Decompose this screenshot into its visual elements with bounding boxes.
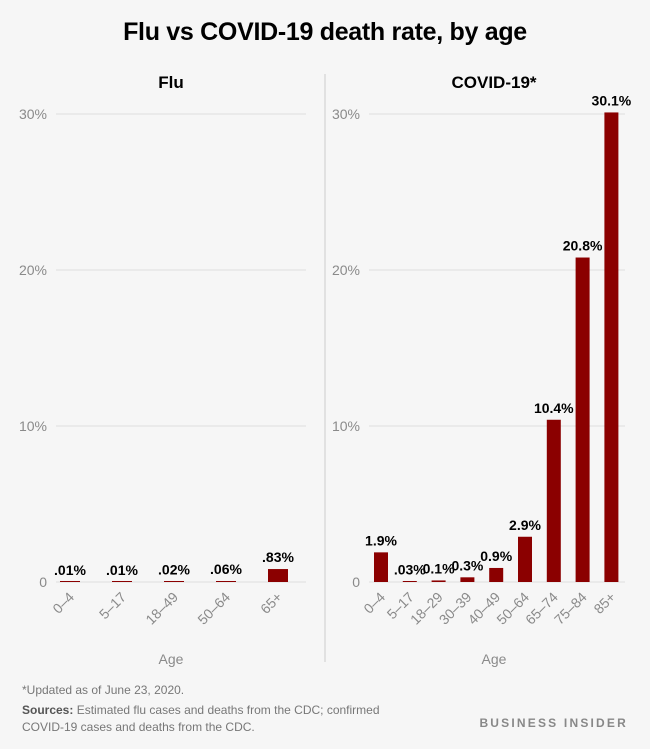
flu-bar xyxy=(60,581,80,582)
flu-panel-title: Flu xyxy=(158,73,184,92)
covid-ytick-label: 0 xyxy=(352,574,360,590)
covid-bar xyxy=(402,581,417,582)
flu-ytick-label: 0 xyxy=(39,574,47,590)
flu-panel: Flu 0 10% 20% 30% .01% 0–4 .01% 5–17 .02% 18–49 .06… xyxy=(19,73,306,667)
covid-bar xyxy=(374,552,388,582)
flu-data-label: .01% xyxy=(106,562,138,578)
flu-ytick-label: 30% xyxy=(19,106,47,122)
flu-data-label: .06% xyxy=(210,561,242,577)
covid-data-label: 0.9% xyxy=(480,548,512,564)
covid-data-label: .03% xyxy=(394,562,426,578)
covid-bar xyxy=(518,536,532,582)
covid-data-label: 0.3% xyxy=(451,557,483,573)
flu-data-label: .01% xyxy=(54,562,86,578)
flu-bar xyxy=(268,569,288,582)
flu-xtick-label: 18–49 xyxy=(142,589,181,628)
sources-text: Estimated flu cases and deaths from the … xyxy=(22,703,380,734)
flu-ytick-label: 20% xyxy=(19,262,47,278)
covid-xtick-label: 75–84 xyxy=(551,589,590,628)
covid-panel: COVID-19*010%20%30%1.9%0–4.03%5–170.1%18… xyxy=(332,73,632,667)
flu-data-label: .02% xyxy=(158,562,190,578)
flu-data-label: .83% xyxy=(262,549,294,565)
covid-data-label: 30.1% xyxy=(592,92,632,108)
charts-svg: Flu 0 10% 20% 30% .01% 0–4 .01% 5–17 .02% 18–49 .06… xyxy=(19,73,632,667)
covid-ytick-label: 20% xyxy=(332,262,360,278)
covid-data-label: 1.9% xyxy=(365,532,397,548)
covid-bar xyxy=(546,419,561,582)
covid-data-label: 20.8% xyxy=(563,238,603,254)
flu-bar xyxy=(216,581,236,582)
flu-bar xyxy=(112,581,132,582)
flu-bar xyxy=(164,581,184,582)
flu-ytick-label: 10% xyxy=(19,418,47,434)
flu-xtick-label: 0–4 xyxy=(49,589,77,617)
covid-x-axis-label: Age xyxy=(482,651,507,667)
footnote: *Updated as of June 23, 2020. xyxy=(22,683,185,697)
flu-xtick-label: 65+ xyxy=(257,589,285,617)
covid-bar xyxy=(575,257,590,582)
flu-x-axis-label: Age xyxy=(159,651,184,667)
chart-title: Flu vs COVID-19 death rate, by age xyxy=(123,18,527,46)
covid-data-label: 2.9% xyxy=(509,517,541,533)
covid-data-label: 0.1% xyxy=(423,560,455,576)
covid-bar xyxy=(431,580,446,582)
covid-xtick-label: 85+ xyxy=(590,589,618,617)
covid-ytick-label: 30% xyxy=(332,106,360,122)
flu-xtick-label: 50–64 xyxy=(194,589,233,628)
sources-note: Sources: Estimated flu cases and deaths … xyxy=(22,702,402,736)
covid-data-label: 10.4% xyxy=(534,400,574,416)
covid-bar xyxy=(604,112,619,582)
flu-xtick-label: 5–17 xyxy=(96,589,129,622)
covid-bar xyxy=(489,567,504,582)
covid-bar xyxy=(460,577,475,582)
covid-panel-title: COVID-19* xyxy=(451,73,536,92)
covid-ytick-label: 10% xyxy=(332,418,360,434)
sources-label: Sources: xyxy=(22,703,74,717)
brand-logo: BUSINESS INSIDER xyxy=(479,716,628,730)
